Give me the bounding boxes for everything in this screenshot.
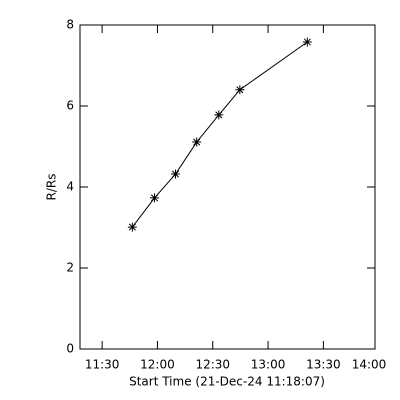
x-tick-label: 13:30 — [306, 358, 341, 372]
y-axis-label: R/Rs — [45, 174, 59, 201]
x-axis-label: Start Time (21-Dec-24 11:18:07) — [129, 375, 325, 389]
y-tick-label: 8 — [66, 18, 74, 32]
data-point — [302, 37, 312, 47]
y-tick-label: 2 — [66, 261, 74, 275]
data-point — [192, 137, 202, 147]
data-line — [131, 41, 308, 228]
data-point — [149, 193, 159, 203]
x-tick-label: 14:00 — [352, 358, 387, 372]
data-point — [214, 110, 224, 120]
y-tick-label: 0 — [66, 342, 74, 356]
data-point — [127, 222, 137, 232]
x-tick-label: 13:00 — [251, 358, 286, 372]
y-tick-label: 6 — [66, 99, 74, 113]
plot-frame — [79, 24, 376, 350]
x-tick-label: 12:00 — [140, 358, 175, 372]
x-tick-label: 11:30 — [85, 358, 120, 372]
data-point — [235, 85, 245, 95]
x-tick-label: 12:30 — [195, 358, 230, 372]
data-point — [171, 169, 181, 179]
y-tick-label: 4 — [66, 180, 74, 194]
